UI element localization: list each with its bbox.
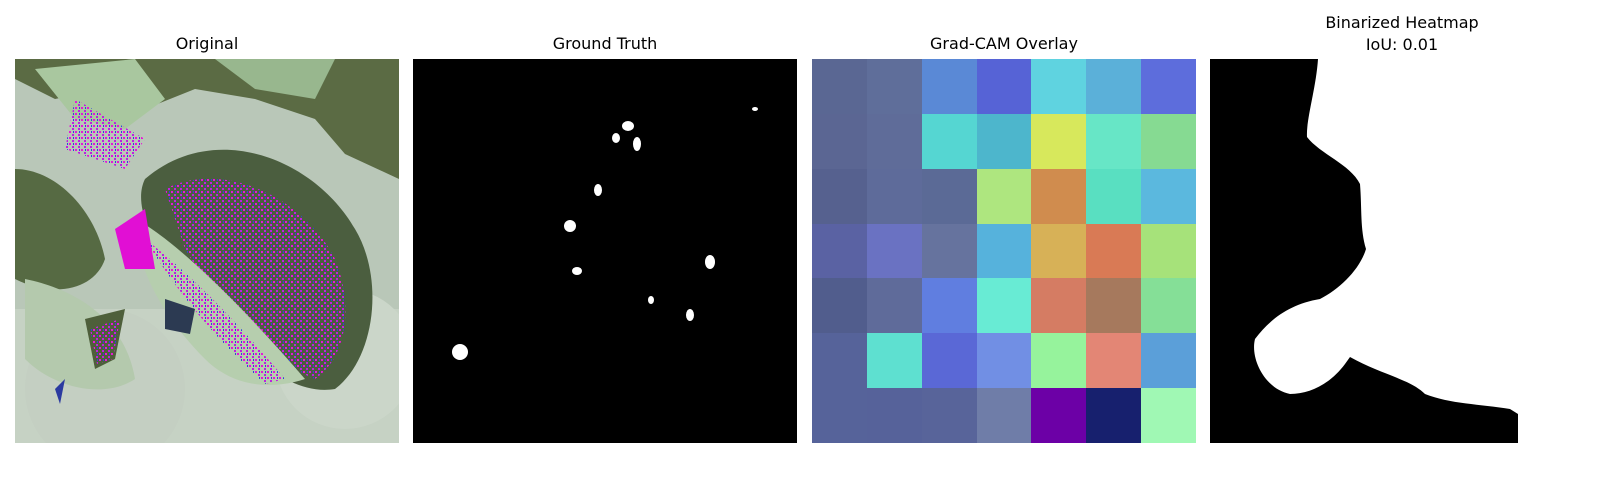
gradcam-cell	[1031, 223, 1087, 279]
ground-truth-spot	[705, 255, 715, 269]
gradcam-cell	[921, 59, 977, 114]
gradcam-cell	[812, 113, 867, 169]
gradcam-cell	[976, 388, 1032, 443]
original-title: Original	[175, 34, 239, 53]
ground-truth-title: Ground Truth	[552, 34, 658, 53]
gradcam-cell	[866, 278, 922, 334]
gradcam-panel: Grad-CAM Overlay	[812, 0, 1196, 500]
gradcam-cell	[866, 333, 922, 389]
gradcam-cell	[976, 113, 1032, 169]
gradcam-cell	[976, 168, 1032, 224]
gradcam-cell	[1141, 388, 1196, 443]
gradcam-cell	[1141, 278, 1196, 334]
gradcam-cell	[812, 388, 867, 443]
gradcam-cell	[1086, 333, 1142, 389]
gradcam-cell	[921, 278, 977, 334]
ground-truth-spot	[752, 107, 758, 111]
ground-truth-spot	[452, 344, 468, 360]
gradcam-cell	[1141, 223, 1196, 279]
gradcam-cell	[921, 388, 977, 443]
gradcam-cell	[812, 223, 867, 279]
gradcam-cell	[1031, 59, 1087, 114]
ground-truth-mask	[413, 59, 797, 443]
gradcam-cell	[1031, 333, 1087, 389]
gradcam-cell	[866, 59, 922, 114]
gradcam-cell	[812, 168, 867, 224]
gradcam-cell	[921, 223, 977, 279]
original-image	[15, 59, 399, 443]
gradcam-cell	[866, 388, 922, 443]
gradcam-cell	[812, 333, 867, 389]
binarized-title: Binarized Heatmap	[1325, 13, 1479, 32]
gradcam-cell	[921, 168, 977, 224]
gradcam-cell	[1141, 168, 1196, 224]
binarized-svg	[1210, 59, 1594, 443]
binarized-heatmap	[1210, 59, 1594, 443]
gradcam-cell	[976, 278, 1032, 334]
gradcam-title: Grad-CAM Overlay	[930, 34, 1078, 53]
gradcam-cell	[1086, 223, 1142, 279]
gradcam-cell	[921, 113, 977, 169]
ground-truth-spot	[594, 184, 602, 196]
gradcam-cell	[976, 223, 1032, 279]
ground-truth-spot	[622, 121, 634, 131]
heatmap-region	[1210, 59, 1518, 443]
iou-label: IoU: 0.01	[1365, 35, 1439, 54]
gradcam-cell	[812, 59, 867, 114]
gradcam-cell	[1031, 388, 1087, 443]
gradcam-cell	[1086, 388, 1142, 443]
mask-background	[413, 59, 797, 443]
leaf-image	[15, 59, 399, 443]
original-panel: Original	[15, 0, 399, 500]
gradcam-cell	[866, 168, 922, 224]
ground-truth-spot	[648, 296, 654, 304]
ground-truth-spot	[564, 220, 576, 232]
gradcam-cell	[921, 333, 977, 389]
gradcam-cell	[866, 113, 922, 169]
ground-truth-spot	[572, 267, 582, 275]
gradcam-cell	[1086, 278, 1142, 334]
ground-truth-spot	[612, 133, 620, 143]
gradcam-cell	[1141, 59, 1196, 114]
binarized-panel: Binarized Heatmap IoU: 0.01	[1210, 0, 1594, 500]
ground-truth-spot	[633, 137, 641, 151]
gradcam-grid	[812, 59, 1196, 443]
gradcam-cell	[1031, 168, 1087, 224]
gradcam-cell	[812, 278, 867, 334]
gradcam-cell	[1086, 59, 1142, 114]
ground-truth-panel: Ground Truth	[413, 0, 797, 500]
gradcam-overlay	[812, 59, 1196, 443]
gradcam-cell	[1031, 278, 1087, 334]
gradcam-cell	[1141, 113, 1196, 169]
ground-truth-spot	[686, 309, 694, 321]
gradcam-cell	[976, 333, 1032, 389]
gradcam-cell	[1086, 113, 1142, 169]
gradcam-cell	[1086, 168, 1142, 224]
gradcam-cell	[976, 59, 1032, 114]
gradcam-cell	[1031, 113, 1087, 169]
gradcam-cell	[866, 223, 922, 279]
gradcam-cell	[1141, 333, 1196, 389]
ground-truth-svg	[413, 59, 797, 443]
